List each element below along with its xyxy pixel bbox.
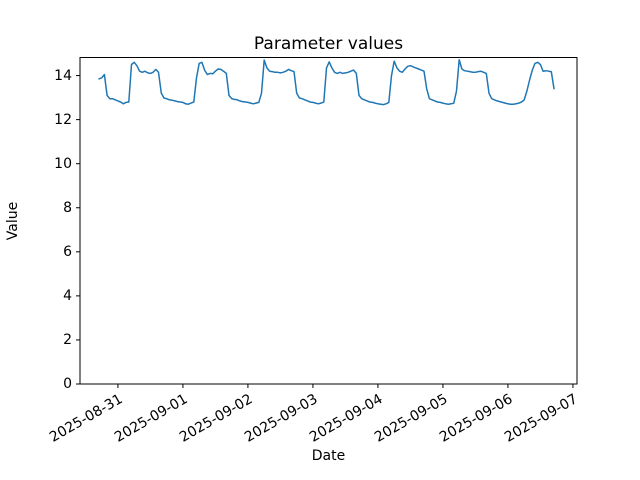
y-tick-label: 10	[54, 155, 72, 172]
x-axis-label: Date	[311, 448, 346, 464]
y-tick-label: 14	[54, 67, 72, 84]
chart-title: Parameter values	[253, 34, 404, 54]
axis-tick-marks	[76, 75, 574, 388]
y-tick-label: 2	[63, 331, 72, 348]
y-tick-label: 12	[54, 111, 72, 128]
data-line-series	[98, 58, 555, 106]
y-tick-label: 0	[63, 376, 72, 392]
axes-spines	[79, 57, 578, 385]
y-tick-label: 6	[63, 243, 72, 260]
y-tick-label: 8	[63, 199, 72, 216]
y-tick-label: 4	[63, 287, 72, 304]
